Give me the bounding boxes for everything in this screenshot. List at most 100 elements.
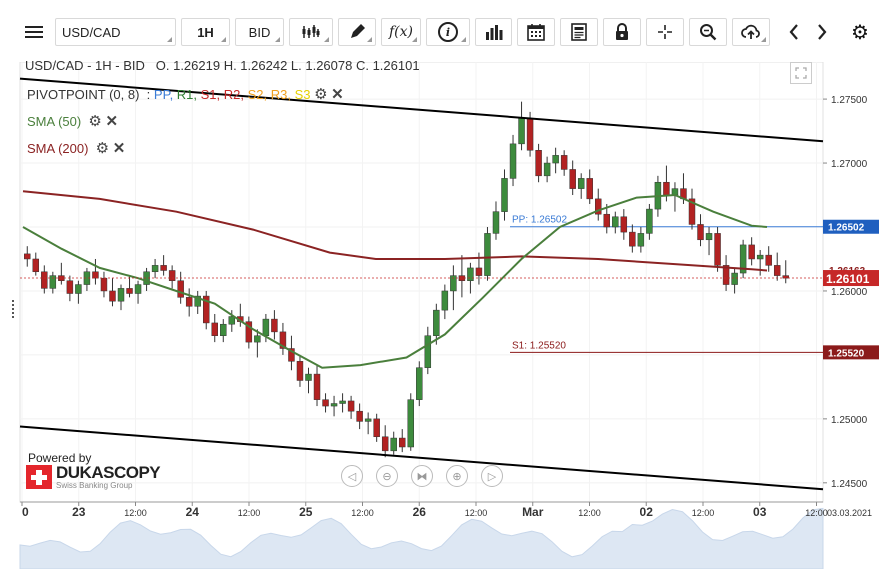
side-value: BID (248, 24, 271, 40)
x-tick-label: 03 (753, 505, 767, 519)
lock-button[interactable] (603, 18, 641, 46)
candle-body (739, 244, 747, 274)
candle-body (92, 271, 99, 279)
candle-body (697, 224, 704, 241)
reset-view-button[interactable]: ⧓ (411, 465, 433, 487)
pivot-label-pp: PP: 1.26502 (512, 215, 567, 226)
candle-body (194, 295, 201, 307)
indicators-button[interactable]: f(x) (381, 18, 421, 46)
scroll-right-button[interactable] (808, 18, 836, 46)
legend-title: USD/CAD - 1H - BID (25, 58, 145, 73)
brand-subtitle: Swiss Banking Group (56, 481, 133, 490)
toolbar: USD/CAD 1H BID f(x) i (0, 0, 891, 62)
grid (20, 62, 823, 502)
volume-button[interactable] (475, 18, 512, 46)
x-axis: 0 23 12:00 24 12:00 25 12:00 26 12:00 Mar 12:00 02 1… (20, 501, 872, 519)
calendar-button[interactable] (517, 18, 555, 46)
candle-body (509, 143, 517, 179)
news-button[interactable] (560, 18, 598, 46)
draw-button[interactable] (338, 18, 376, 46)
candle-body (262, 318, 270, 336)
scroll-left-button[interactable] (780, 18, 808, 46)
pivot-series-list: PP, R1, S1, R2, S2, R3, S3 (154, 87, 314, 102)
x-tick-label: 26 (413, 505, 427, 519)
nav-back-button[interactable]: ◁ (341, 465, 363, 487)
candle-body (467, 267, 474, 281)
pivot-series-s3: S3 (294, 87, 315, 102)
candle-body (560, 155, 568, 170)
sma200-label: SMA (200) (27, 141, 89, 156)
candle-body (492, 211, 500, 234)
gear-icon[interactable]: ⚙ (314, 86, 328, 103)
close-icon[interactable]: ✕ (331, 86, 344, 103)
candle-body (390, 437, 397, 452)
crosshair-button[interactable] (646, 18, 684, 46)
y-tick-label: 1.26000 (831, 287, 868, 298)
candle-body (381, 436, 389, 452)
pivot-series-r1: R1, (176, 87, 201, 102)
candle-body (450, 275, 457, 292)
gear-icon: ⚙ (851, 21, 869, 44)
timeframe-select[interactable]: 1H (181, 18, 230, 46)
zoom-in-button[interactable]: ⊕ (446, 465, 468, 487)
side-select[interactable]: BID (235, 18, 284, 46)
maximize-button[interactable] (790, 62, 812, 84)
candle-body (543, 162, 551, 177)
candle-body (416, 367, 423, 400)
candle-body (49, 275, 57, 289)
chart-type-button[interactable] (289, 18, 333, 46)
pivot-tag-label-s1: 1.25520 (828, 348, 865, 359)
candle-body (714, 233, 721, 266)
menu-button[interactable] (18, 18, 50, 46)
function-icon: f(x) (388, 24, 413, 40)
pivot-tag-label-pp: 1.26502 (828, 223, 865, 234)
close-icon[interactable]: ✕ (105, 113, 119, 130)
candle-body (100, 277, 108, 292)
candle-body (595, 198, 602, 215)
instrument-select[interactable]: USD/CAD (55, 18, 176, 46)
zoom-button[interactable] (689, 18, 727, 46)
x-tick-label: 12:00 (124, 508, 147, 518)
info-button[interactable]: i (426, 18, 470, 46)
settings-button[interactable]: ⚙ (846, 18, 874, 46)
share-button[interactable] (732, 18, 770, 46)
candle-body (364, 418, 372, 422)
close-icon[interactable]: ✕ (112, 140, 126, 157)
brand-name: DUKASCOPY (56, 463, 161, 482)
chart-area[interactable]: PP: 1.26502 S1: 1.25520 1.27500 1.27000 1.2… (0, 58, 891, 570)
candle-body (322, 399, 329, 407)
gear-icon[interactable]: ⚙ (95, 140, 110, 157)
price-chart[interactable]: PP: 1.26502 S1: 1.25520 1.27500 1.27000 1.2… (0, 61, 891, 570)
candle-body (433, 309, 440, 336)
x-tick-label: 0 (22, 505, 29, 519)
nav-forward-button[interactable]: ▷ (481, 465, 503, 487)
y-tick-label: 1.25000 (831, 415, 868, 426)
zoom-out-button[interactable]: ⊖ (376, 465, 398, 487)
pivot-tag-s1 (823, 345, 879, 360)
candle-body (399, 437, 406, 448)
lock-icon (616, 23, 628, 40)
pivot-tag-pp (823, 219, 879, 234)
candle-body (629, 231, 636, 247)
candle-body (731, 272, 738, 285)
candle-body (424, 335, 432, 368)
candle-body (501, 178, 508, 212)
candle-body (748, 244, 755, 260)
menu-icon (25, 23, 43, 41)
candle-body (177, 280, 184, 298)
candle-body (151, 265, 159, 273)
drag-handle[interactable] (12, 300, 17, 318)
candle-body (24, 253, 31, 260)
candle-body (603, 213, 611, 228)
candle-body (279, 331, 287, 349)
sma50-legend: SMA (50) ⚙ ✕ (27, 112, 118, 130)
candle-body (356, 410, 363, 422)
candle-body (475, 267, 483, 276)
candle-body (569, 169, 576, 189)
candle-body (535, 150, 542, 177)
candle-body (347, 400, 355, 412)
chevron-right-icon (818, 24, 827, 40)
pivot-label-s1: S1: 1.25520 (512, 340, 566, 351)
overview-area (19, 507, 824, 570)
gear-icon[interactable]: ⚙ (88, 113, 102, 130)
